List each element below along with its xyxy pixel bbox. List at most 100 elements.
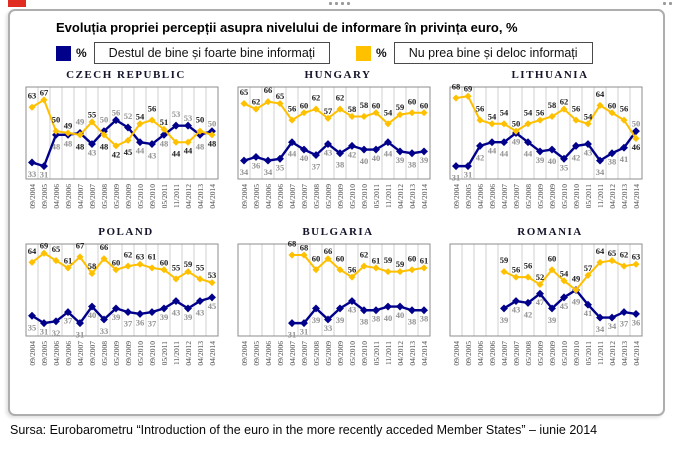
svg-text:43: 43 [512,305,521,315]
svg-text:66: 66 [100,242,109,252]
svg-text:09/2005: 09/2005 [464,341,473,366]
svg-text:39: 39 [500,315,509,325]
svg-text:40: 40 [300,153,309,163]
svg-text:05/2009: 05/2009 [536,341,545,366]
svg-text:49: 49 [64,121,73,131]
svg-text:36: 36 [632,317,641,327]
svg-text:49: 49 [512,137,521,147]
svg-text:11/2011: 11/2011 [384,341,393,365]
svg-text:45: 45 [208,301,217,311]
svg-text:05/2010: 05/2010 [136,341,145,366]
svg-text:11/2011: 11/2011 [172,341,181,365]
svg-text:04/2007: 04/2007 [288,184,297,209]
svg-text:43: 43 [172,308,181,318]
svg-text:37: 37 [312,162,321,172]
svg-text:38: 38 [608,157,617,167]
svg-text:09/2005: 09/2005 [40,184,49,209]
svg-text:31: 31 [76,330,85,340]
svg-text:09/2006: 09/2006 [276,184,285,209]
svg-text:05/2010: 05/2010 [560,184,569,209]
svg-text:05/2011: 05/2011 [584,341,593,366]
legend-label-informed: Destul de bine și foarte bine informați [93,42,331,64]
svg-text:41: 41 [620,154,629,164]
chart-title-romania: ROMANIA [517,226,583,238]
svg-text:44: 44 [384,149,393,159]
svg-text:05/2010: 05/2010 [348,184,357,209]
svg-text:04/2012: 04/2012 [396,184,405,209]
chart-title-lithuania: LITHUANIA [511,69,589,81]
svg-text:64: 64 [596,89,605,99]
svg-text:34: 34 [596,167,605,177]
svg-text:51: 51 [160,117,169,127]
svg-text:44: 44 [288,149,297,159]
svg-text:09/2009: 09/2009 [336,341,345,366]
svg-text:09/2010: 09/2010 [148,341,157,366]
svg-text:38: 38 [420,314,429,324]
svg-text:37: 37 [124,319,133,329]
svg-text:42: 42 [348,149,357,159]
svg-text:60: 60 [408,253,417,263]
svg-text:46: 46 [632,142,641,152]
svg-text:42: 42 [476,152,485,162]
svg-text:56: 56 [620,104,629,114]
svg-text:04/2006: 04/2006 [264,184,273,209]
svg-text:37: 37 [148,319,157,329]
selection-handle-icon[interactable] [329,2,350,5]
svg-text:61: 61 [64,255,73,265]
svg-text:40: 40 [396,310,405,320]
svg-text:45: 45 [560,301,569,311]
chart-title-hungary: HUNGARY [304,69,372,81]
svg-text:04/2006: 04/2006 [476,184,485,209]
svg-text:68: 68 [452,83,461,92]
svg-text:55: 55 [196,262,205,272]
svg-text:61: 61 [420,255,429,265]
svg-text:11/2011: 11/2011 [596,341,605,365]
svg-text:59: 59 [396,259,405,269]
svg-text:05/2008: 05/2008 [524,184,533,209]
svg-text:09/2010: 09/2010 [572,341,581,366]
chart-title-bulgaria: BULGARIA [302,226,374,238]
svg-text:04/2013: 04/2013 [408,184,417,209]
svg-text:40: 40 [88,310,97,320]
svg-text:56: 56 [476,104,485,114]
selection-handle-corner-icon[interactable] [663,2,672,5]
svg-text:65: 65 [52,244,61,254]
svg-text:04/2012: 04/2012 [608,341,617,366]
svg-text:32: 32 [52,328,61,338]
svg-text:04/2014: 04/2014 [420,184,429,209]
svg-text:62: 62 [336,93,345,103]
svg-text:40: 40 [548,156,557,166]
svg-text:60: 60 [608,100,617,110]
svg-text:44: 44 [172,149,181,159]
svg-text:04/2012: 04/2012 [184,341,193,366]
line-chart-romania: 5939564356425247603954454949574164346534… [449,243,643,366]
svg-text:39: 39 [548,315,557,325]
svg-text:56: 56 [572,104,581,114]
svg-text:50: 50 [52,115,61,125]
svg-text:62: 62 [620,250,629,260]
svg-text:04/2006: 04/2006 [476,341,485,366]
svg-text:56: 56 [524,261,533,271]
svg-text:44: 44 [500,149,509,159]
line-chart-hungary: 65 34 62 36 66 34 65 35 56 44 60 40 62 37 57 43 62 38 58 42… [237,85,431,209]
svg-text:54: 54 [136,111,145,121]
svg-text:53: 53 [208,270,217,280]
svg-text:44: 44 [136,146,145,156]
svg-text:09/2004: 09/2004 [240,341,249,366]
legend-percent-sign: % [76,46,87,60]
svg-text:09/2007: 09/2007 [512,184,521,209]
svg-text:04/2014: 04/2014 [632,184,641,209]
svg-text:37: 37 [64,316,73,326]
svg-text:62: 62 [360,250,369,260]
svg-text:58: 58 [360,100,369,110]
svg-text:54: 54 [524,107,533,117]
svg-text:04/2014: 04/2014 [208,184,217,209]
svg-text:44: 44 [488,146,497,156]
svg-text:39: 39 [184,312,193,322]
svg-text:35: 35 [560,162,569,172]
svg-text:09/2006: 09/2006 [276,341,285,366]
svg-text:40: 40 [384,313,393,323]
svg-text:05/2008: 05/2008 [100,184,109,209]
chart-czech-republic: CZECH REPUBLIC 63 33 67 31 50 48 49 48 49 48 55 43 5… [20,69,232,224]
